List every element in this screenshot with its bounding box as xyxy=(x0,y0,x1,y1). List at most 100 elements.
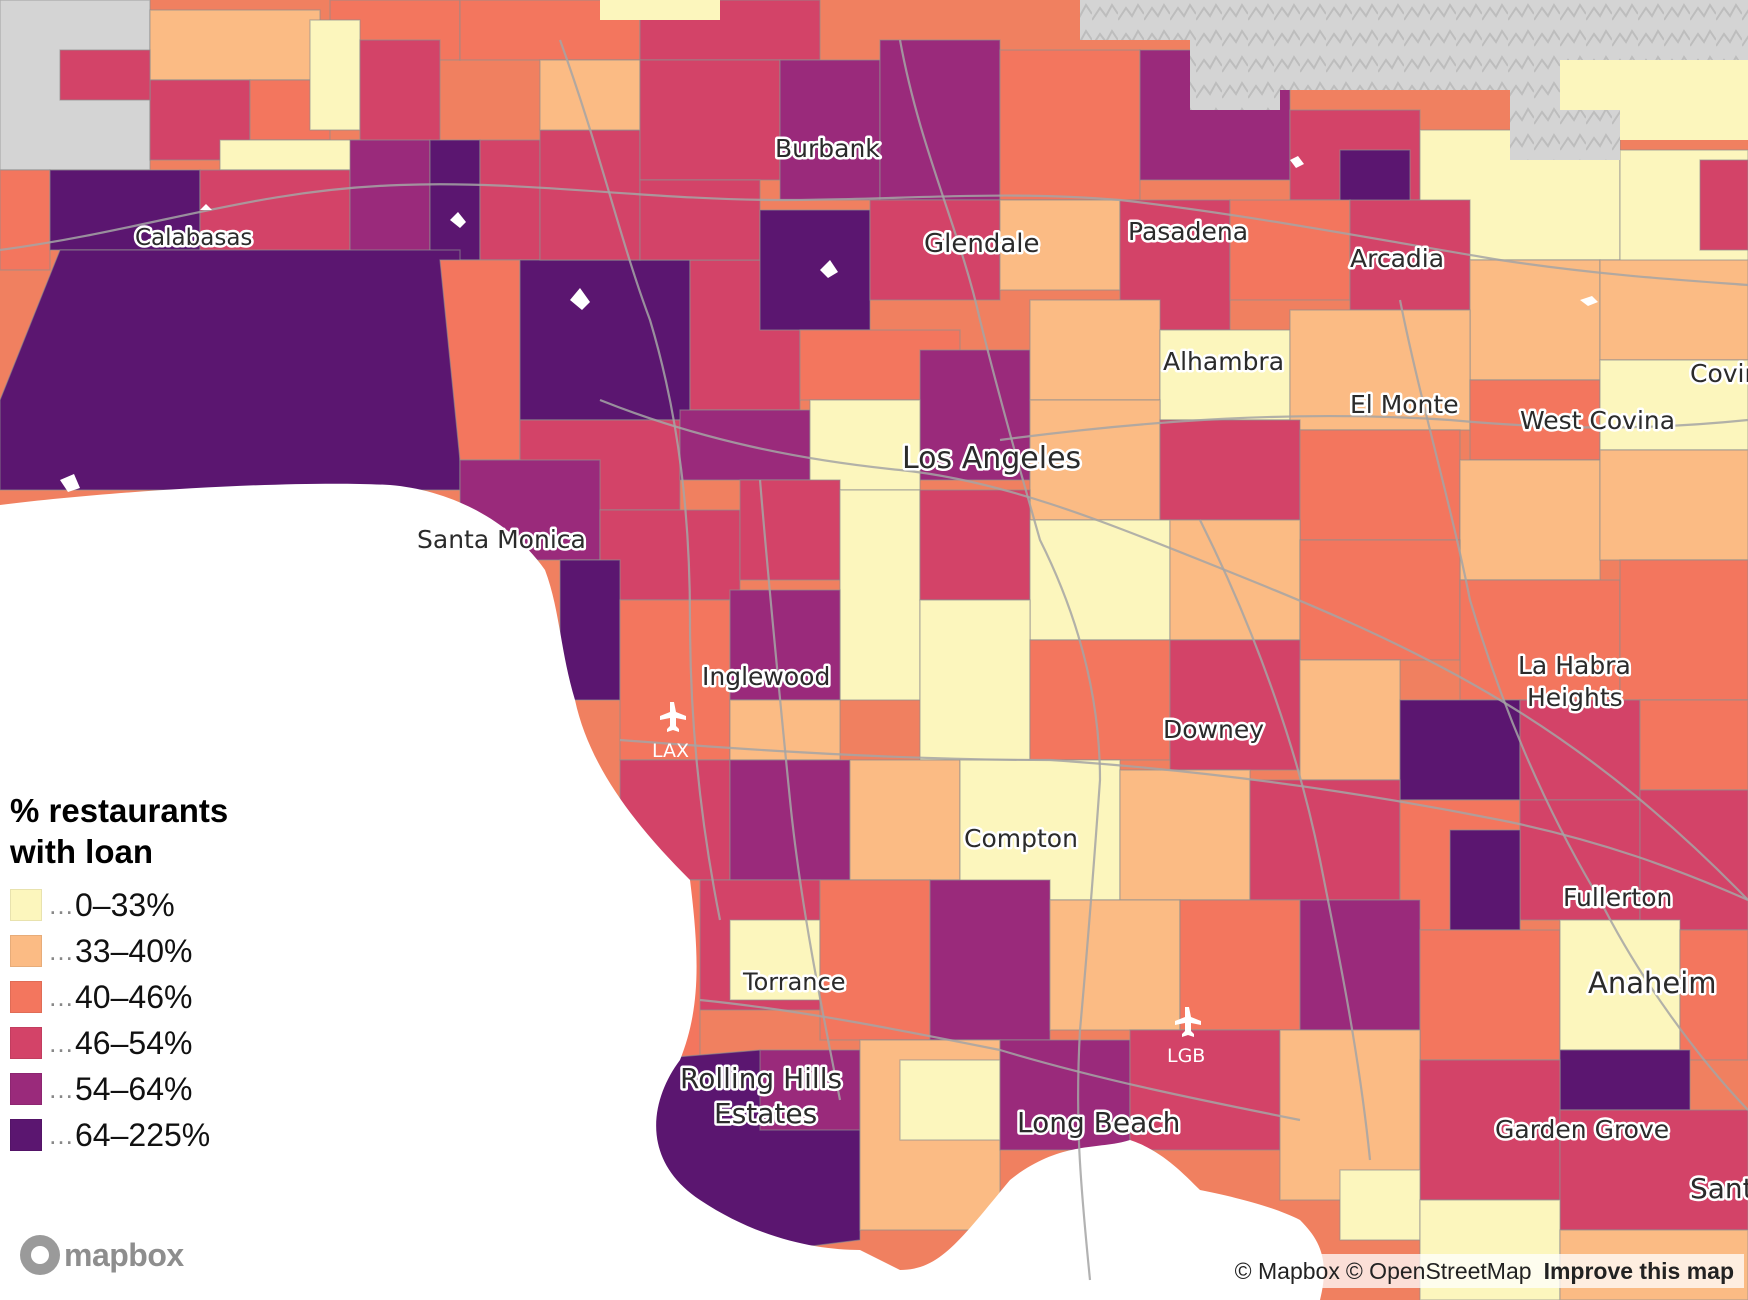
tract xyxy=(879,39,1001,201)
tract xyxy=(1559,1109,1748,1231)
tract xyxy=(349,139,431,261)
tract xyxy=(1469,259,1601,381)
tract xyxy=(1679,929,1748,1061)
tract xyxy=(599,509,741,601)
tract xyxy=(1419,929,1561,1061)
label-fullerton: Fullerton xyxy=(1563,883,1672,912)
legend-item: … 46–54% xyxy=(10,1020,270,1066)
tract xyxy=(1029,519,1171,641)
label-long-beach: Long Beach xyxy=(1017,1106,1180,1139)
legend-label: 33–40% xyxy=(75,932,193,969)
legend-title: % restaurants with loan xyxy=(10,790,270,872)
label-lgb: LGB xyxy=(1167,1045,1205,1067)
tract xyxy=(919,489,1031,601)
tract xyxy=(309,19,361,131)
tract xyxy=(1049,899,1181,1031)
label-arcadia: Arcadia xyxy=(1350,244,1444,273)
tract xyxy=(1179,899,1301,1031)
label-glendale: Glendale xyxy=(924,229,1040,259)
legend-separator: … xyxy=(48,1027,75,1058)
tract xyxy=(1299,429,1461,541)
tract xyxy=(639,179,761,261)
label-pasadena: Pasadena xyxy=(1128,217,1248,246)
legend-swatch xyxy=(10,1119,42,1151)
legend-label: 46–54% xyxy=(75,1024,193,1061)
legend-label: 64–225% xyxy=(75,1116,211,1153)
tract xyxy=(1399,699,1521,801)
tract xyxy=(759,209,871,331)
tract xyxy=(899,1059,1001,1141)
tract xyxy=(639,59,781,181)
label-calabasas: Calabasas xyxy=(135,225,252,251)
label-covina: Covina xyxy=(1690,359,1748,388)
tract xyxy=(149,9,321,81)
airplane-icon xyxy=(1175,1007,1201,1037)
legend-title-line1: % restaurants xyxy=(10,792,229,829)
tract xyxy=(1169,639,1301,771)
label-lax: LAX xyxy=(652,740,689,762)
label-burbank: Burbank xyxy=(775,134,880,163)
label-anaheim: Anaheim xyxy=(1588,966,1717,1000)
label-downey: Downey xyxy=(1163,715,1264,744)
tract xyxy=(999,49,1141,201)
legend-separator: … xyxy=(48,981,75,1012)
mountain-area xyxy=(1080,0,1748,160)
legend-swatch xyxy=(10,1027,42,1059)
legend-swatch xyxy=(10,981,42,1013)
label-santa: Santa xyxy=(1690,1172,1748,1205)
tract xyxy=(1119,769,1251,901)
tract xyxy=(849,759,961,881)
tract xyxy=(479,139,541,261)
legend-label: 0–33% xyxy=(75,886,175,923)
airport-lgb: LGB xyxy=(1167,1007,1205,1067)
mountain-area xyxy=(1560,60,1748,140)
mapbox-logo-text: mapbox xyxy=(64,1236,184,1273)
tract xyxy=(919,599,1031,761)
label-santa-monica: Santa Monica xyxy=(417,525,586,554)
tract xyxy=(1339,1169,1421,1241)
tract xyxy=(1459,459,1601,581)
legend-title-line2: with loan xyxy=(10,833,153,870)
attribution-osm-link[interactable]: © OpenStreetMap xyxy=(1345,1257,1532,1284)
legend: % restaurants with loan … 0–33% … 33–40%… xyxy=(10,790,270,1158)
improve-map-link[interactable]: Improve this map xyxy=(1543,1257,1734,1284)
legend-swatch xyxy=(10,1073,42,1105)
tract xyxy=(1169,519,1301,641)
legend-separator: … xyxy=(48,935,75,966)
tract xyxy=(1299,659,1401,781)
tract xyxy=(819,879,931,1041)
tract xyxy=(739,479,841,581)
tract xyxy=(1639,699,1748,791)
tract xyxy=(1599,449,1748,561)
mapbox-logo[interactable]: mapbox xyxy=(20,1235,184,1275)
park-specks xyxy=(60,156,1598,492)
tract xyxy=(1299,539,1461,661)
label-compton: Compton xyxy=(964,824,1078,853)
label-west-covina: West Covina xyxy=(1520,406,1675,435)
legend-label: 54–64% xyxy=(75,1070,193,1107)
tract xyxy=(1229,199,1351,301)
tract xyxy=(1449,829,1521,931)
tract xyxy=(1559,1049,1691,1111)
mountain-area xyxy=(600,0,720,20)
tract xyxy=(219,139,361,171)
legend-label: 40–46% xyxy=(75,978,193,1015)
label-los-angeles: Los Angeles xyxy=(902,441,1081,476)
tract xyxy=(1029,639,1171,761)
airport-lax: LAX xyxy=(652,702,689,762)
label-rolling-2: Estates xyxy=(714,1097,817,1130)
tract xyxy=(1299,899,1421,1031)
tract xyxy=(1599,259,1748,361)
label-inglewood: Inglewood xyxy=(702,662,830,691)
tract xyxy=(59,49,151,101)
legend-swatch xyxy=(10,889,42,921)
attribution-mapbox-link[interactable]: © Mapbox xyxy=(1234,1257,1340,1284)
label-el-monte: El Monte xyxy=(1350,390,1459,419)
tract xyxy=(839,489,921,701)
tract xyxy=(0,249,461,491)
tract xyxy=(539,129,641,261)
label-alhambra: Alhambra xyxy=(1163,347,1284,376)
label-rolling-1: Rolling Hills xyxy=(680,1062,842,1095)
legend-item: … 0–33% xyxy=(10,882,270,928)
